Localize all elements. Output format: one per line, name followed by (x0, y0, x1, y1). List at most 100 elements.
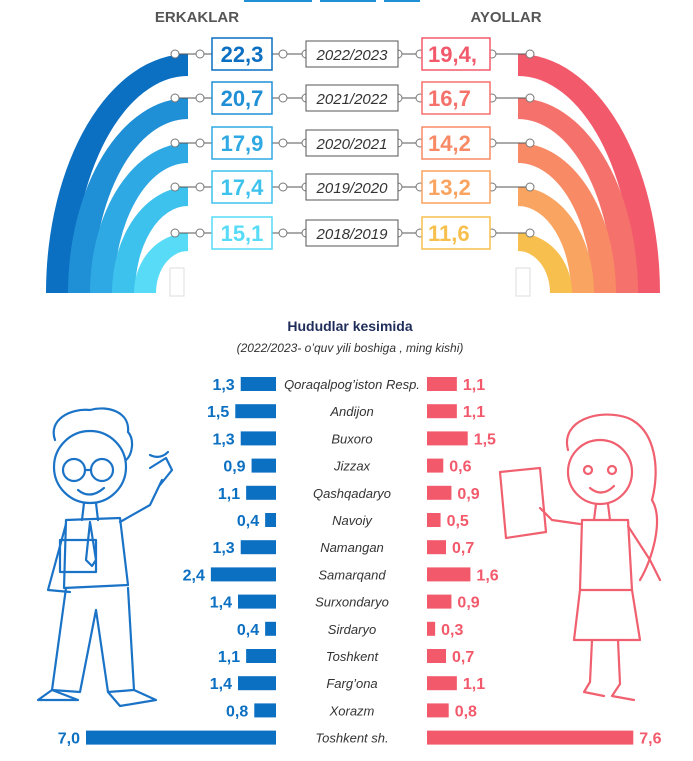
women-arc-3 (518, 187, 594, 293)
year-label: 2022/2023 (316, 47, 389, 64)
women-bar (427, 485, 452, 500)
region-bars: 1,3 1,1 Qoraqalpog’iston Resp. 1,5 1,1 Andijo… (58, 377, 662, 748)
men-arcs (46, 54, 188, 297)
women-value: 13,2 (428, 175, 471, 200)
category-label: Toshkent (326, 649, 380, 664)
section-subtitle: (2022/2023- o’quv yili boshiga , ming ki… (237, 341, 464, 355)
women-arc-cap (515, 267, 531, 297)
men-bar-label: 0,4 (237, 513, 259, 530)
connector-dot (170, 138, 180, 148)
year-label: 2021/2022 (316, 91, 389, 108)
year-label: 2020/2021 (316, 136, 388, 153)
men-bar (240, 431, 276, 446)
year-box (305, 173, 399, 201)
year-box (305, 84, 399, 112)
year-row-4: 15,1 2018/2019 11,6 (170, 216, 535, 250)
women-bar (427, 540, 446, 555)
men-value-box (211, 37, 273, 71)
woman-illustration (498, 413, 662, 702)
women-bar (427, 431, 468, 446)
category-label: Surxondaryo (315, 595, 389, 610)
connector-dot (278, 228, 288, 238)
women-arc-2 (518, 143, 616, 293)
men-bar-label: 1,4 (210, 595, 232, 612)
women-bar-label: 0,7 (452, 540, 474, 557)
men-bar (265, 621, 276, 636)
men-arc-2 (90, 143, 188, 293)
category-label: Farg’ona (326, 676, 377, 691)
men-bar (238, 676, 276, 691)
connector-dot (278, 93, 288, 103)
men-value: 15,1 (221, 221, 264, 246)
women-value-box (421, 37, 491, 71)
men-bar-label: 2,4 (183, 567, 205, 584)
year-label: 2019/2020 (316, 180, 389, 197)
women-value: 14,2 (428, 131, 471, 156)
connector-dot (170, 228, 180, 238)
men-bar-label: 1,3 (212, 377, 234, 394)
year-box (305, 40, 399, 68)
women-bar (427, 730, 634, 745)
men-bar-label: 0,9 (223, 459, 245, 476)
year-row-3: 17,4 2019/2020 13,2 (170, 170, 535, 204)
women-value-box (421, 216, 491, 250)
connector-dot (170, 93, 180, 103)
women-bar-label: 1,1 (463, 377, 485, 394)
men-value-box (211, 170, 273, 204)
connector-dot (170, 49, 180, 59)
men-arc-4 (134, 233, 188, 293)
men-arc-3 (112, 187, 188, 293)
women-bar-label: 0,6 (449, 459, 471, 476)
women-value: 19,4, (428, 42, 477, 67)
men-bar (235, 404, 276, 419)
category-label: Samarqand (318, 567, 386, 582)
men-bar-label: 0,8 (226, 703, 248, 720)
connector-dot (195, 49, 205, 59)
connector-dot (278, 138, 288, 148)
men-bar (240, 377, 276, 391)
women-bar-label: 1,1 (463, 404, 485, 421)
category-label: Qoraqalpog’iston Resp. (284, 377, 420, 392)
women-arc-1 (518, 98, 638, 293)
men-bar-label: 1,1 (218, 486, 240, 503)
women-bar-label: 0,7 (452, 649, 474, 666)
connector-dot (525, 93, 535, 103)
women-bar (427, 649, 446, 663)
connector-dot (525, 228, 535, 238)
women-bar-label: 1,1 (463, 676, 485, 693)
men-value: 17,4 (221, 175, 265, 200)
men-bar (240, 540, 276, 555)
men-bar (265, 513, 276, 527)
women-bar-label: 1,5 (474, 431, 496, 448)
men-value-box (211, 216, 273, 250)
man-illustration (36, 407, 174, 708)
category-label: Jizzax (333, 459, 371, 474)
category-label: Namangan (320, 540, 384, 555)
women-bar-label: 0,3 (441, 622, 463, 639)
women-bar (427, 567, 471, 582)
category-label: Buxoro (331, 431, 372, 446)
connector-dot (278, 182, 288, 192)
women-value: 16,7 (428, 86, 471, 111)
men-value: 22,3 (221, 42, 264, 67)
category-label: Toshkent sh. (315, 731, 388, 746)
men-bar (246, 649, 276, 663)
women-bar-label: 0,9 (457, 486, 479, 503)
connector-dot (195, 182, 205, 192)
men-bar-label: 1,3 (212, 431, 234, 448)
men-bar (86, 730, 276, 745)
men-bar (238, 594, 276, 609)
men-bar-label: 1,3 (212, 540, 234, 557)
connector-dot (195, 228, 205, 238)
year-rows: 22,3 2022/2023 19,4, 20,7 2021/2022 16,7 17,9 2… (170, 37, 535, 250)
women-bar (427, 676, 457, 691)
women-arcs (515, 54, 660, 297)
erkaklar-label: ERKAKLAR (155, 9, 239, 26)
women-value-box (421, 126, 491, 160)
men-arc-1 (68, 98, 188, 293)
category-label: Navoiy (332, 513, 373, 528)
connector-dot (525, 182, 535, 192)
year-row-2: 17,9 2020/2021 14,2 (170, 126, 535, 160)
women-bar (427, 377, 457, 391)
